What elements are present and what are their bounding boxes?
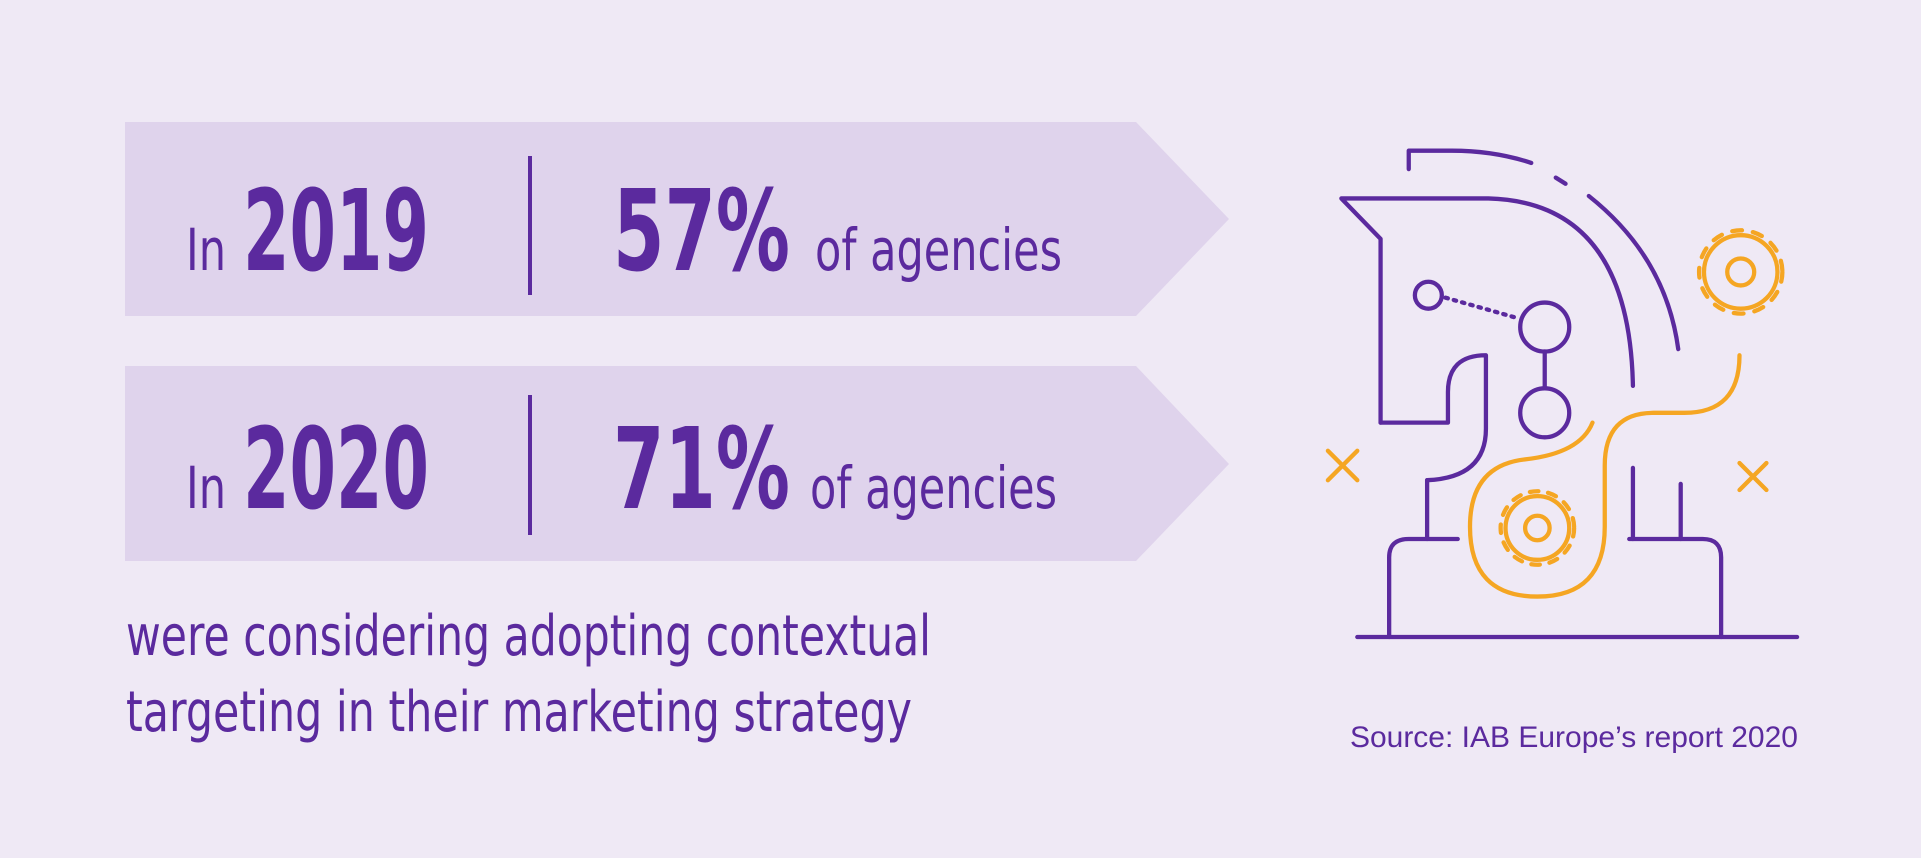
suffix: of agencies xyxy=(815,216,1062,284)
stat-banner: In 2020 71% of agencies xyxy=(125,366,1229,561)
percent: 71% xyxy=(613,405,790,535)
year: 2020 xyxy=(243,405,429,535)
prefix: In xyxy=(186,454,226,522)
year: 2019 xyxy=(243,167,429,297)
knight-illustration xyxy=(1325,148,1800,640)
caption-line: were considering adopting contextual xyxy=(126,604,931,669)
percent: 57% xyxy=(613,167,790,297)
prefix: In xyxy=(186,216,226,284)
caption-line: targeting in their marketing strategy xyxy=(126,680,912,745)
source: Source: IAB Europe’s report 2020 xyxy=(1350,721,1798,754)
stat-banner: In 2019 57% of agencies xyxy=(125,122,1229,316)
suffix: of agencies xyxy=(810,454,1057,522)
banner-shape xyxy=(125,122,1229,316)
banner-shape xyxy=(125,366,1229,561)
